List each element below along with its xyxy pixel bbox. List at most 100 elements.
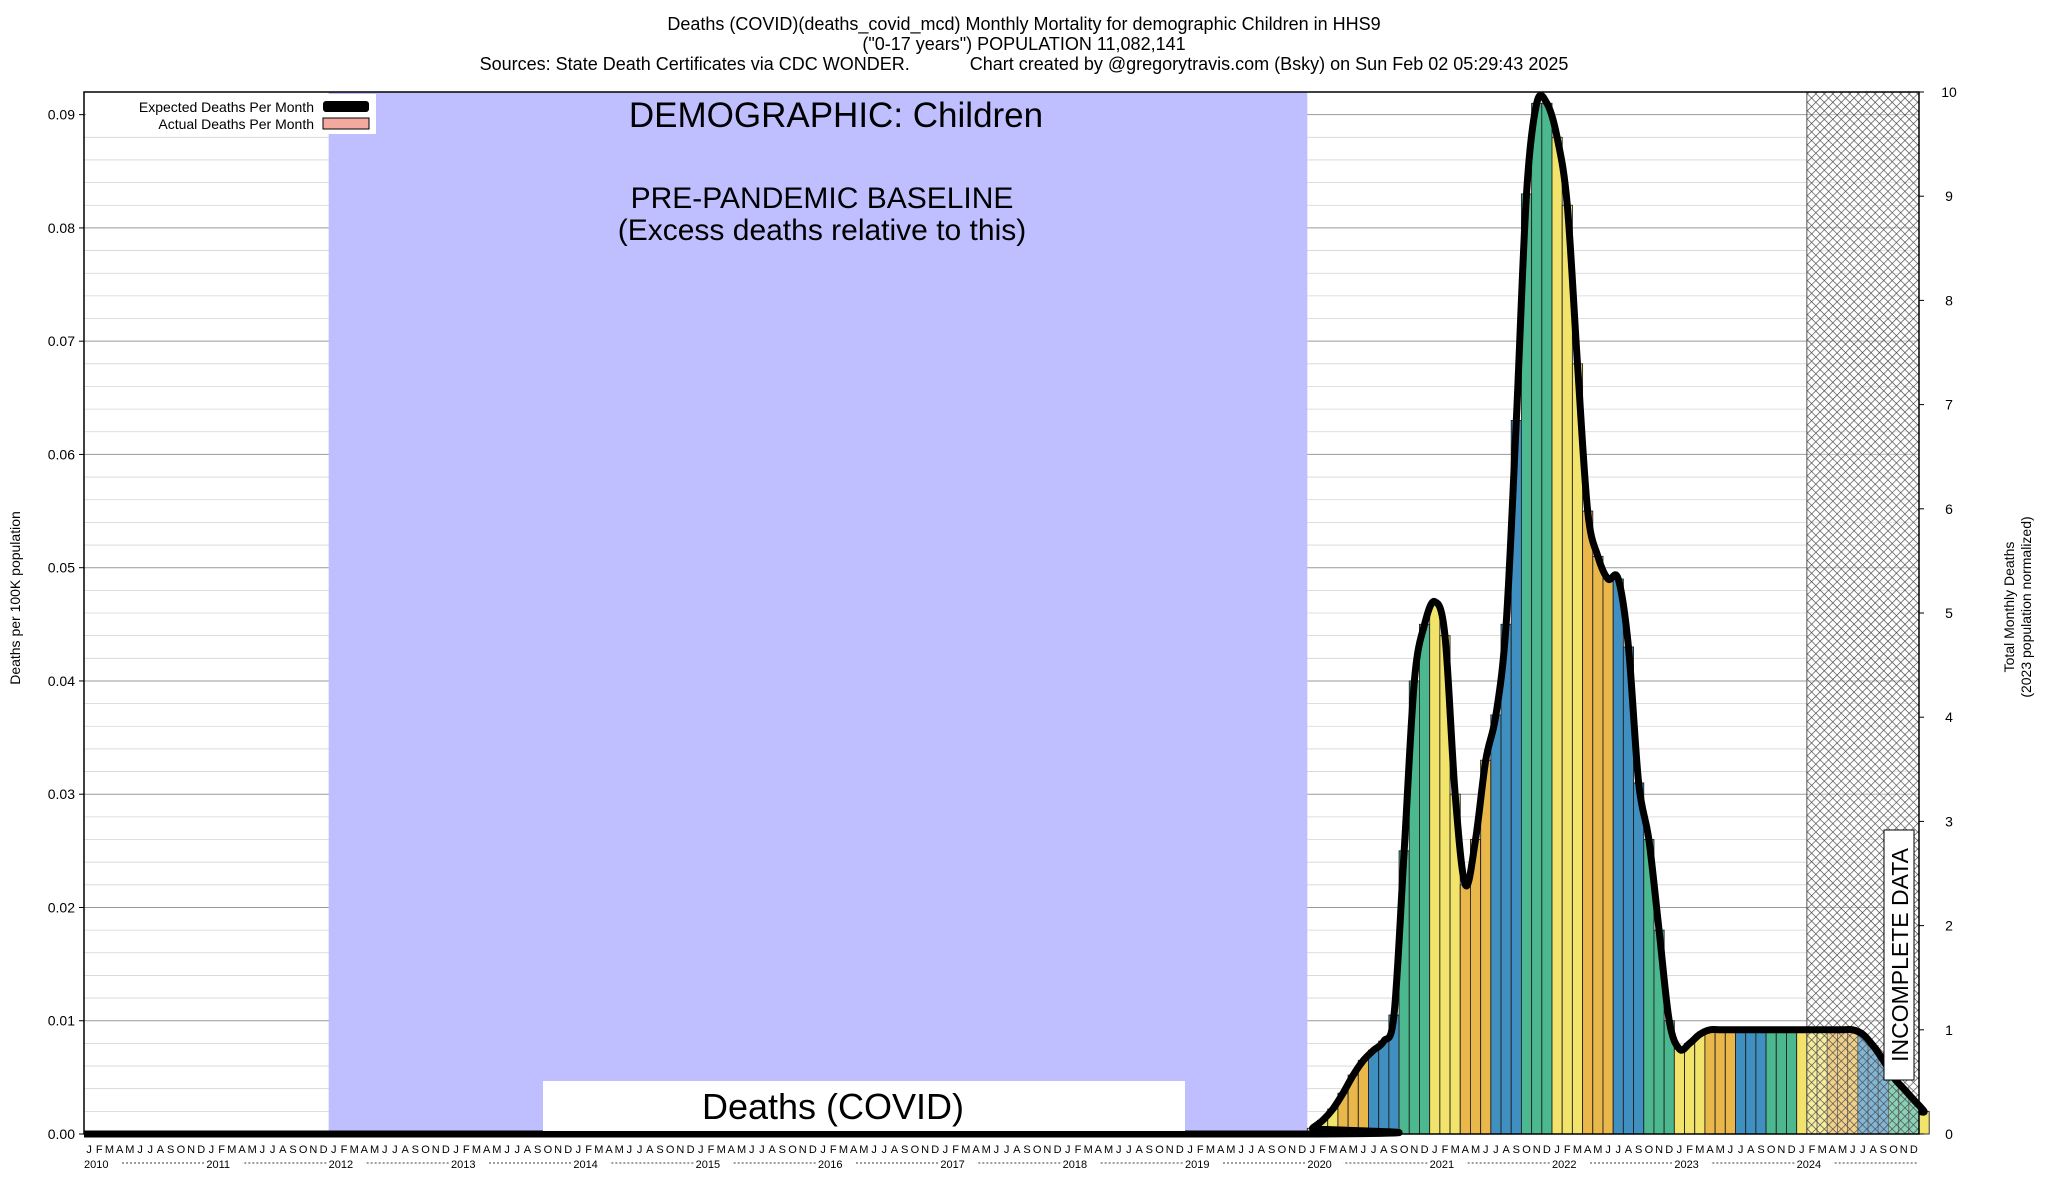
x-tick-month: S	[1513, 1144, 1520, 1156]
y-tick-label-right: 9	[1945, 188, 1953, 204]
x-tick-month: F	[1319, 1144, 1326, 1156]
x-tick-month: M	[717, 1144, 726, 1156]
bar	[1633, 782, 1645, 1135]
x-tick-month: A	[768, 1144, 776, 1156]
x-tick-month: O	[911, 1144, 920, 1156]
x-tick-month: J	[1004, 1144, 1010, 1156]
x-year-label-bg	[693, 1156, 732, 1170]
x-tick-month: J	[1605, 1144, 1611, 1156]
x-tick-month: O	[544, 1144, 553, 1156]
x-tick-month: J	[698, 1144, 704, 1156]
x-tick-month: A	[1706, 1144, 1714, 1156]
y-axis-label-right-line1: Total Monthly Deaths	[2001, 541, 2017, 673]
x-tick-month: J	[1677, 1144, 1683, 1156]
x-tick-month: M	[1695, 1144, 1704, 1156]
x-tick-month: D	[1665, 1144, 1673, 1156]
x-tick-month: J	[627, 1144, 633, 1156]
chart-title-line1: Deaths (COVID)(deaths_covid_mcd) Monthly…	[667, 14, 1381, 34]
x-tick-month: N	[1533, 1144, 1541, 1156]
bar	[1378, 1040, 1390, 1135]
x-tick-month: J	[209, 1144, 215, 1156]
x-year-label-bg	[1672, 1156, 1711, 1170]
x-tick-month: D	[1543, 1144, 1551, 1156]
x-tick-month: A	[728, 1144, 736, 1156]
x-tick-month: J	[1116, 1144, 1122, 1156]
x-year-label: 2012	[329, 1159, 353, 1171]
x-tick-month: S	[901, 1144, 908, 1156]
x-tick-month: J	[515, 1144, 521, 1156]
x-tick-month: M	[1226, 1144, 1235, 1156]
chart-title: Deaths (COVID)	[702, 1086, 964, 1127]
x-tick-month: A	[1217, 1144, 1225, 1156]
x-tick-month: S	[1390, 1144, 1397, 1156]
bar	[1684, 1042, 1696, 1135]
x-tick-month: J	[637, 1144, 643, 1156]
y-tick-label-right: 0	[1945, 1126, 1953, 1142]
x-tick-month: J	[1310, 1144, 1316, 1156]
x-tick-month: D	[564, 1144, 572, 1156]
chart-title-line2: ("0-17 years") POPULATION 11,082,141	[862, 34, 1186, 54]
x-tick-month: J	[882, 1144, 888, 1156]
x-tick-month: J	[1371, 1144, 1377, 1156]
x-tick-month: J	[1554, 1144, 1560, 1156]
x-year-label-bg	[449, 1156, 487, 1170]
x-tick-month: J	[1850, 1144, 1856, 1156]
x-tick-month: A	[605, 1144, 613, 1156]
legend-label-actual: Actual Deaths Per Month	[158, 116, 314, 132]
legend-label-expected: Expected Deaths Per Month	[139, 99, 314, 115]
x-tick-month: F	[463, 1144, 470, 1156]
x-tick-month: S	[779, 1144, 786, 1156]
bar	[1704, 1029, 1716, 1135]
x-tick-month: J	[994, 1144, 1000, 1156]
baseline-annotation-line2: (Excess deaths relative to this)	[618, 214, 1027, 247]
x-tick-month: A	[972, 1144, 980, 1156]
x-tick-month: A	[524, 1144, 532, 1156]
x-tick-month: J	[1493, 1144, 1499, 1156]
x-tick-month: M	[1206, 1144, 1215, 1156]
x-tick-month: J	[1238, 1144, 1244, 1156]
x-tick-month: J	[1432, 1144, 1438, 1156]
x-tick-month: F	[708, 1144, 715, 1156]
x-tick-month: F	[96, 1144, 103, 1156]
x-tick-month: N	[554, 1144, 562, 1156]
x-tick-month: N	[676, 1144, 684, 1156]
bar	[1673, 1048, 1685, 1135]
bar	[1775, 1029, 1787, 1135]
bar	[1368, 1049, 1380, 1135]
x-tick-month: O	[1400, 1144, 1409, 1156]
x-tick-month: N	[1288, 1144, 1296, 1156]
x-tick-month: D	[1054, 1144, 1062, 1156]
x-tick-month: A	[1339, 1144, 1347, 1156]
bar	[1724, 1029, 1736, 1135]
x-tick-month: A	[1380, 1144, 1388, 1156]
x-year-label: 2014	[573, 1159, 597, 1171]
x-tick-month: D	[1421, 1144, 1429, 1156]
y-axis-label-left: Deaths per 100K population	[7, 511, 23, 685]
x-tick-month: N	[1655, 1144, 1663, 1156]
x-tick-month: A	[1502, 1144, 1510, 1156]
x-year-label-bg	[326, 1156, 365, 1170]
x-tick-month: J	[392, 1144, 398, 1156]
y-tick-label-left: 0.05	[48, 560, 75, 576]
x-year-label-bg	[1305, 1156, 1344, 1170]
x-tick-month: F	[1075, 1144, 1082, 1156]
y-tick-label-left: 0.01	[48, 1013, 75, 1029]
bar	[1561, 204, 1573, 1135]
x-year-label: 2019	[1185, 1159, 1209, 1171]
bar	[1796, 1029, 1808, 1135]
x-year-label-bg	[1060, 1156, 1099, 1170]
x-year-label-bg	[1550, 1156, 1588, 1170]
x-tick-month: F	[1564, 1144, 1571, 1156]
x-tick-month: A	[646, 1144, 654, 1156]
x-tick-month: S	[167, 1144, 174, 1156]
x-tick-month: M	[1104, 1144, 1113, 1156]
x-tick-month: A	[1013, 1144, 1021, 1156]
legend: Expected Deaths Per Month Actual Deaths …	[86, 94, 376, 134]
x-year-label: 2021	[1430, 1159, 1454, 1171]
x-tick-month: O	[1522, 1144, 1531, 1156]
x-tick-month: N	[432, 1144, 440, 1156]
x-tick-month: J	[1616, 1144, 1622, 1156]
x-year-label: 2017	[940, 1159, 964, 1171]
